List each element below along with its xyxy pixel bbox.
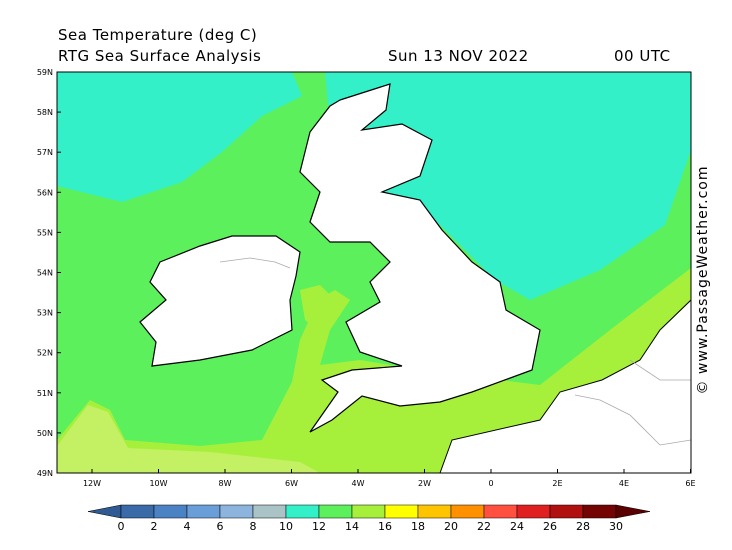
lat-label: 55N <box>37 228 53 237</box>
sea-14-16 <box>300 285 335 330</box>
colorbar-label: 14 <box>345 520 359 533</box>
colorbar-segment <box>285 504 320 519</box>
lat-label: 56N <box>37 188 53 197</box>
colorbar-segment <box>450 504 485 519</box>
colorbar-label: 0 <box>118 520 125 533</box>
watermark: © www.PassageWeather.com <box>695 165 711 394</box>
colorbar-segment <box>549 504 584 519</box>
colorbar-segment <box>219 504 254 519</box>
date: Sun 13 NOV 2022 <box>388 47 529 65</box>
colorbar-segment <box>252 504 287 519</box>
colorbar-label: 28 <box>576 520 590 533</box>
lon-label: 2E <box>552 479 562 488</box>
subtitle: RTG Sea Surface Analysis <box>58 47 261 65</box>
lat-label: 52N <box>37 349 53 358</box>
lon-label: 6W <box>285 479 298 488</box>
colorbar-segment <box>120 504 155 519</box>
colorbar-segment <box>186 504 221 519</box>
continent <box>439 299 691 473</box>
colorbar-label: 24 <box>510 520 524 533</box>
sea-14-16-pale <box>57 405 320 473</box>
colorbar-label: 16 <box>378 520 392 533</box>
lon-label: 6E <box>685 479 695 488</box>
colorbar-segment <box>483 504 518 519</box>
lon-label: 12W <box>83 479 101 488</box>
lat-label: 54N <box>37 269 53 278</box>
lat-label: 57N <box>37 148 53 157</box>
colorbar-over <box>615 504 651 519</box>
colorbar-segment <box>384 504 419 519</box>
colorbar-label: 12 <box>312 520 326 533</box>
colorbar-label: 8 <box>250 520 257 533</box>
lon-label: 4W <box>352 479 365 488</box>
lon-label: 8W <box>219 479 232 488</box>
border <box>574 359 691 446</box>
colorbar-label: 4 <box>184 520 191 533</box>
lat-label: 58N <box>37 108 53 117</box>
colorbar-label: 6 <box>217 520 224 533</box>
title: Sea Temperature (deg C) <box>58 26 257 44</box>
colorbar-segment <box>153 504 188 519</box>
colorbar-label: 26 <box>543 520 557 533</box>
colorbar: 0 2 4 6 8 10 12 14 16 18 20 22 24 26 28 30 <box>87 504 651 533</box>
lat-label: 50N <box>37 429 53 438</box>
map <box>57 72 691 473</box>
colorbar-segment <box>417 504 452 519</box>
lon-label: 4E <box>619 479 629 488</box>
sea-10-12 <box>325 72 691 300</box>
sea-10-12 <box>57 72 302 202</box>
lon-label: 0 <box>488 479 493 488</box>
border <box>219 257 291 269</box>
colorbar-label: 30 <box>609 520 623 533</box>
colorbar-segment <box>516 504 551 519</box>
colorbar-label: 22 <box>477 520 491 533</box>
colorbar-segment <box>351 504 386 519</box>
colorbar-label: 10 <box>279 520 293 533</box>
great-britain <box>299 83 541 433</box>
colorbar-label: 20 <box>444 520 458 533</box>
lon-label: 10W <box>149 479 167 488</box>
colorbar-label: 2 <box>151 520 158 533</box>
ireland <box>139 235 301 367</box>
colorbar-label: 18 <box>411 520 425 533</box>
axes: 59N 58N 57N 56N 55N 54N 53N 52N 51N 50N 49N 12W 10W 8… <box>37 68 696 488</box>
lat-label: 51N <box>37 389 53 398</box>
colorbar-segment <box>318 504 353 519</box>
lon-label: 2W <box>418 479 431 488</box>
lat-label: 53N <box>37 309 53 318</box>
lat-label: 59N <box>37 68 53 77</box>
time: 00 UTC <box>614 47 671 65</box>
colorbar-segment <box>582 504 617 519</box>
lat-label: 49N <box>37 469 53 478</box>
